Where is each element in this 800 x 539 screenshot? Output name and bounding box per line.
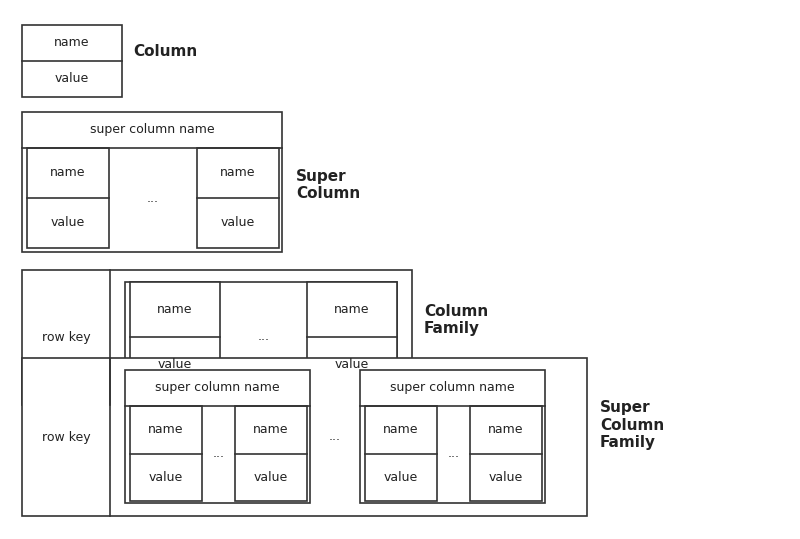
Text: value: value: [335, 358, 369, 371]
Text: name: name: [488, 423, 524, 436]
Text: name: name: [220, 167, 256, 179]
Text: ...: ...: [147, 191, 159, 204]
Text: value: value: [158, 358, 192, 371]
Text: name: name: [383, 423, 418, 436]
Text: value: value: [149, 471, 183, 483]
Text: value: value: [51, 217, 85, 230]
Bar: [130, 282, 220, 392]
Bar: [130, 406, 202, 501]
Text: row key: row key: [42, 431, 90, 444]
Text: name: name: [158, 303, 193, 316]
Bar: [22, 112, 282, 252]
Bar: [307, 282, 397, 392]
Text: ...: ...: [329, 431, 341, 444]
Text: value: value: [221, 217, 255, 230]
Text: ...: ...: [213, 447, 225, 460]
Text: value: value: [254, 471, 288, 483]
Text: name: name: [334, 303, 370, 316]
Text: value: value: [55, 73, 89, 86]
Bar: [365, 406, 437, 501]
Text: Column: Column: [133, 45, 198, 59]
Text: Super
Column: Super Column: [296, 169, 360, 201]
Text: super column name: super column name: [155, 382, 280, 395]
Bar: [235, 406, 307, 501]
Text: name: name: [54, 37, 90, 50]
Text: ...: ...: [258, 330, 270, 343]
Text: Column
Family: Column Family: [424, 304, 488, 336]
Bar: [27, 148, 109, 248]
Text: name: name: [148, 423, 184, 436]
Bar: [22, 270, 412, 405]
Bar: [197, 148, 279, 248]
Text: name: name: [254, 423, 289, 436]
Text: Super
Column
Family: Super Column Family: [600, 400, 664, 450]
Bar: [22, 25, 122, 97]
Text: name: name: [50, 167, 86, 179]
Text: ...: ...: [447, 447, 459, 460]
Bar: [125, 370, 310, 503]
Text: value: value: [489, 471, 523, 483]
Text: row key: row key: [42, 331, 90, 344]
Text: super column name: super column name: [390, 382, 515, 395]
Bar: [470, 406, 542, 501]
Bar: [125, 282, 397, 392]
Bar: [360, 370, 545, 503]
Bar: [22, 358, 587, 516]
Text: value: value: [384, 471, 418, 483]
Text: super column name: super column name: [90, 123, 214, 136]
